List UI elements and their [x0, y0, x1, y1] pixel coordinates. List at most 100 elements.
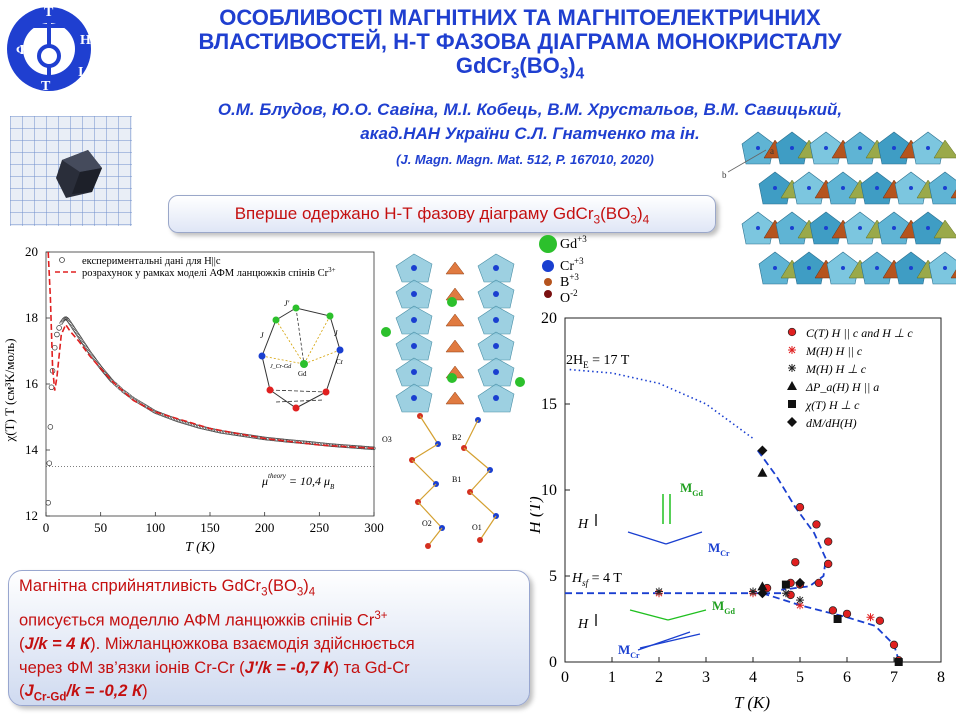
- legend-cr: Cr+3: [560, 256, 584, 274]
- cr-atom: [493, 265, 499, 271]
- inset-label-jcrgd: J_Cr-Gd: [270, 364, 292, 370]
- chart2-point-mh-perp: [781, 589, 790, 598]
- crystal-structure-top: a b: [722, 131, 956, 285]
- star-stroke: [655, 588, 663, 595]
- chart2-ytick-label: 15: [541, 396, 557, 413]
- chart2-legend: C(T) H || c and H ⊥ c M(H) H || c M(H) H ⊥…: [787, 326, 913, 430]
- gd-atom: [381, 327, 391, 337]
- ann-mu: μ: [261, 474, 268, 488]
- chart1-legend-model: розрахунок у рамках моделі АФМ ланцюжків…: [82, 266, 336, 279]
- bo3-triangle: [950, 269, 956, 279]
- info-text: описується моделлю АФМ ланцюжків спінів …: [19, 611, 375, 630]
- chart1-ytick-label: 16: [25, 376, 39, 391]
- chart2-point-dmdh: [757, 588, 768, 599]
- inset-label-jprime: J': [284, 299, 290, 308]
- chart1-data-point: [62, 316, 67, 321]
- authors: О.М. Блудов, Ю.О. Савіна, М.І. Кобець, В…: [130, 98, 930, 146]
- cr-atom: [411, 343, 417, 349]
- chart2-point-ct: [814, 578, 823, 588]
- bond: [411, 459, 437, 485]
- octahedron: [928, 171, 956, 205]
- label-mgd-upper: MGd: [680, 480, 704, 498]
- chart2-legend-label-3: ΔP_a(H) H || a: [805, 380, 879, 394]
- chart2-point-chi: [894, 658, 903, 666]
- info-line-3: (J/k = 4 К). Міжланцюжкова взаємодія зді…: [19, 633, 519, 657]
- chart2-xtick-label: 5: [796, 669, 804, 686]
- info-box: Магнітна сприйнятливість GdCr3(BO3)4 опи…: [8, 570, 530, 706]
- chart2-point-dmdh: [795, 577, 805, 588]
- chart2-xtick-label: 6: [843, 669, 851, 686]
- chart2-ylabel: H (T): [530, 496, 544, 535]
- chart2-boundary-upper: [756, 449, 827, 591]
- mgd-sub-lower: Gd: [724, 607, 735, 616]
- cr-atom: [943, 266, 947, 270]
- bond: [411, 443, 439, 461]
- cr-atom: [875, 186, 879, 190]
- gd-atom: [447, 297, 457, 307]
- cr-atom: [411, 317, 417, 323]
- bond: [427, 527, 443, 547]
- legend-model-text: розрахунок у рамках моделі АФМ ланцюжків…: [82, 268, 329, 279]
- ann-sub: B: [330, 483, 335, 491]
- chart1-data-point: [88, 351, 93, 356]
- cr-atom: [858, 146, 862, 150]
- bond: [469, 469, 491, 493]
- ann-rest: = 10,4 μ: [286, 474, 330, 488]
- info-text: ): [142, 682, 148, 701]
- phase-diagram-chart: 0 1 2 3 4 5 6 7 8 0 5 10 15 20 T (K) H (T) C(T) H || …: [530, 310, 945, 712]
- chart2-xtick-label: 0: [561, 669, 569, 686]
- bond: [479, 515, 497, 541]
- chart2-legend-label-2: M(H) H ⊥ c: [805, 362, 867, 376]
- chart2-point-mh-perp: [655, 587, 663, 596]
- chart2-legend-label-5: dM/dH(H): [806, 416, 857, 430]
- cr-atom: [909, 186, 913, 190]
- chart1-data-point: [45, 500, 51, 506]
- cr-atom: [926, 226, 930, 230]
- cr-atom: [411, 395, 417, 401]
- cr-atom: [824, 226, 828, 230]
- info-text: ) та Gd-Cr: [333, 658, 410, 677]
- chart1-model-curve: [47, 251, 375, 450]
- formula-sub: 3: [559, 65, 569, 83]
- formula-part: GdCr: [455, 53, 511, 78]
- chart2-point-ct: [828, 606, 838, 615]
- info-bold: J'/k = -0,7 К: [244, 658, 334, 677]
- chart2-legend-label-0: C(T) H || c and H ⊥ c: [806, 326, 913, 340]
- info-sub: 3: [261, 586, 268, 599]
- bo3-triangle: [445, 313, 465, 327]
- info-text: (BO: [267, 577, 297, 595]
- cr-atom: [790, 146, 794, 150]
- info-sub: Cr-Gd: [33, 691, 67, 704]
- crystal-structure-chain: O3 B2 B1 O2 O1: [381, 253, 525, 549]
- crystal-photo: [10, 116, 132, 226]
- chart2-point-ct: [791, 558, 800, 567]
- chart1-ylabel: χ(T) T (см³K/моль): [2, 338, 17, 442]
- cr-atom: [858, 226, 862, 230]
- formula-sub: 4: [575, 65, 585, 83]
- chart1-xtick-label: 0: [43, 520, 50, 535]
- logo-letters: Ф Т І Н Т: [16, 5, 91, 94]
- chart2-point-ct: [842, 609, 852, 618]
- star-stroke: [867, 613, 874, 621]
- info-bold: J: [24, 682, 34, 701]
- cr-atom: [756, 146, 760, 150]
- info-sub: 4: [308, 586, 316, 599]
- formula-part: (BO: [519, 53, 560, 78]
- chart2-xtick-label: 8: [937, 669, 945, 686]
- star-stroke: [782, 589, 790, 597]
- cr-atom: [773, 266, 777, 270]
- chart2-point-ct: [824, 559, 833, 569]
- page-title: ОСОБЛИВОСТІ МАГНІТНИХ ТА МАГНІТОЕЛЕКТРИЧ…: [120, 6, 920, 86]
- chart2-point-ct: [795, 503, 805, 512]
- title-formula: GdCr3(BO3)4: [120, 54, 920, 86]
- star-stroke: [796, 601, 804, 609]
- label-h-lower: H: [577, 617, 589, 632]
- chart2-xlabel: T (K): [734, 693, 770, 712]
- chart1-inset: J' J J J_Cr-Gd Gd Cr: [258, 299, 344, 412]
- legend-o-label: O: [560, 291, 570, 306]
- struct-label-o3: O3: [382, 435, 392, 444]
- label-mcr-lower: MCr: [618, 642, 640, 660]
- mcr-text-lower: M: [618, 642, 630, 657]
- label-h-upper: H: [577, 517, 589, 532]
- inset-label-j2: J: [334, 329, 338, 338]
